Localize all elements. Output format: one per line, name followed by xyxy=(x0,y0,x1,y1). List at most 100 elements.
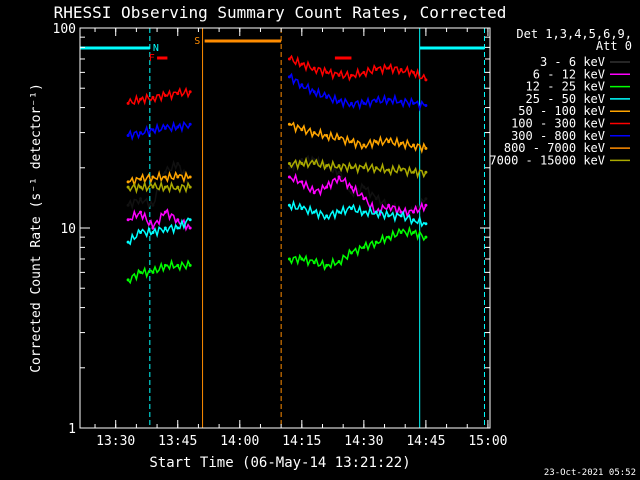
chart-title: RHESSI Observing Summary Count Rates, Co… xyxy=(54,3,507,22)
series-3 xyxy=(126,199,428,246)
data-point xyxy=(176,162,180,166)
data-point xyxy=(176,263,180,267)
data-point xyxy=(139,177,143,181)
data-point xyxy=(349,166,353,170)
data-point xyxy=(325,164,329,168)
data-point xyxy=(188,185,192,189)
series-2 xyxy=(126,225,428,285)
data-point xyxy=(399,99,403,103)
legend-label: 12 - 25 keV xyxy=(526,80,605,94)
data-point xyxy=(362,245,366,249)
footer-timestamp: 23-Oct-2021 05:52 xyxy=(544,468,636,478)
data-point xyxy=(139,185,143,189)
data-point xyxy=(176,226,180,230)
data-point xyxy=(163,226,167,230)
data-point xyxy=(176,218,180,222)
y-tick-label: 1 xyxy=(68,422,76,437)
series-5 xyxy=(126,54,428,106)
series-line xyxy=(127,120,191,142)
data-point xyxy=(126,134,130,138)
data-point xyxy=(312,261,316,265)
legend-label: 800 - 7000 keV xyxy=(504,141,605,155)
data-point xyxy=(312,131,316,135)
data-point xyxy=(126,278,130,282)
data-point xyxy=(312,191,316,195)
legend-title: Det 1,3,4,5,6,9, xyxy=(516,27,632,41)
x-axis-ticks: 13:30 13:45 14:00 14:15 14:30 14:45 15:00 xyxy=(94,28,508,449)
legend-label: 100 - 300 keV xyxy=(511,117,605,131)
data-point xyxy=(399,141,403,145)
data-point xyxy=(399,68,403,72)
legend-label: 7000 - 15000 keV xyxy=(489,153,605,167)
data-point xyxy=(374,99,378,103)
data-point xyxy=(411,210,415,214)
data-point xyxy=(337,210,341,214)
data-point xyxy=(163,175,167,179)
data-point xyxy=(387,203,391,207)
legend-label: 6 - 12 keV xyxy=(533,67,605,81)
data-point xyxy=(188,218,192,222)
data-point xyxy=(287,203,291,207)
data-point xyxy=(163,126,167,130)
data-point xyxy=(362,143,366,147)
data-point xyxy=(176,175,180,179)
data-point xyxy=(139,230,143,234)
data-point xyxy=(300,62,304,66)
data-point xyxy=(349,101,353,105)
data-point xyxy=(287,122,291,126)
data-point xyxy=(349,73,353,77)
data-point xyxy=(312,210,316,214)
data-point xyxy=(411,230,415,234)
data-point xyxy=(139,131,143,135)
y-axis-label: Corrected Count Rate (s⁻¹ detector⁻¹) xyxy=(29,83,44,373)
annotation-s: S xyxy=(194,36,200,47)
data-point xyxy=(424,197,428,201)
data-point xyxy=(176,92,180,96)
series-4 xyxy=(126,121,428,188)
data-point xyxy=(300,207,304,211)
data-point xyxy=(312,162,316,166)
x-tick-label: 13:45 xyxy=(158,434,197,449)
data-point xyxy=(163,263,167,267)
data-point xyxy=(325,70,329,74)
data-point xyxy=(387,168,391,172)
data-point xyxy=(362,210,366,214)
legend-label: 50 - 100 keV xyxy=(518,104,605,118)
annotation-n: N xyxy=(153,43,159,54)
data-point xyxy=(337,164,341,168)
data-point xyxy=(151,128,155,132)
data-point xyxy=(151,175,155,179)
data-point xyxy=(424,103,428,107)
data-point xyxy=(349,191,353,195)
data-point xyxy=(151,270,155,274)
data-point xyxy=(151,226,155,230)
data-point xyxy=(387,235,391,239)
data-point xyxy=(362,166,366,170)
data-point xyxy=(300,162,304,166)
data-point xyxy=(176,125,180,129)
series-line xyxy=(288,156,427,180)
data-point xyxy=(300,180,304,184)
series-line xyxy=(127,170,191,188)
data-point xyxy=(424,203,428,207)
data-point xyxy=(349,251,353,255)
data-point xyxy=(126,185,130,189)
x-tick-label: 14:45 xyxy=(406,434,445,449)
legend-label: 3 - 6 keV xyxy=(540,55,605,69)
data-point xyxy=(126,203,130,207)
data-point xyxy=(163,170,167,174)
data-point xyxy=(126,240,130,244)
data-point xyxy=(188,263,192,267)
data-point xyxy=(411,101,415,105)
data-point xyxy=(374,166,378,170)
data-point xyxy=(300,257,304,261)
series-line xyxy=(127,208,191,232)
x-tick-label: 14:00 xyxy=(220,434,259,449)
data-point xyxy=(151,95,155,99)
data-point xyxy=(374,68,378,72)
data-point xyxy=(176,185,180,189)
data-point xyxy=(188,90,192,94)
series-6 xyxy=(126,72,428,142)
